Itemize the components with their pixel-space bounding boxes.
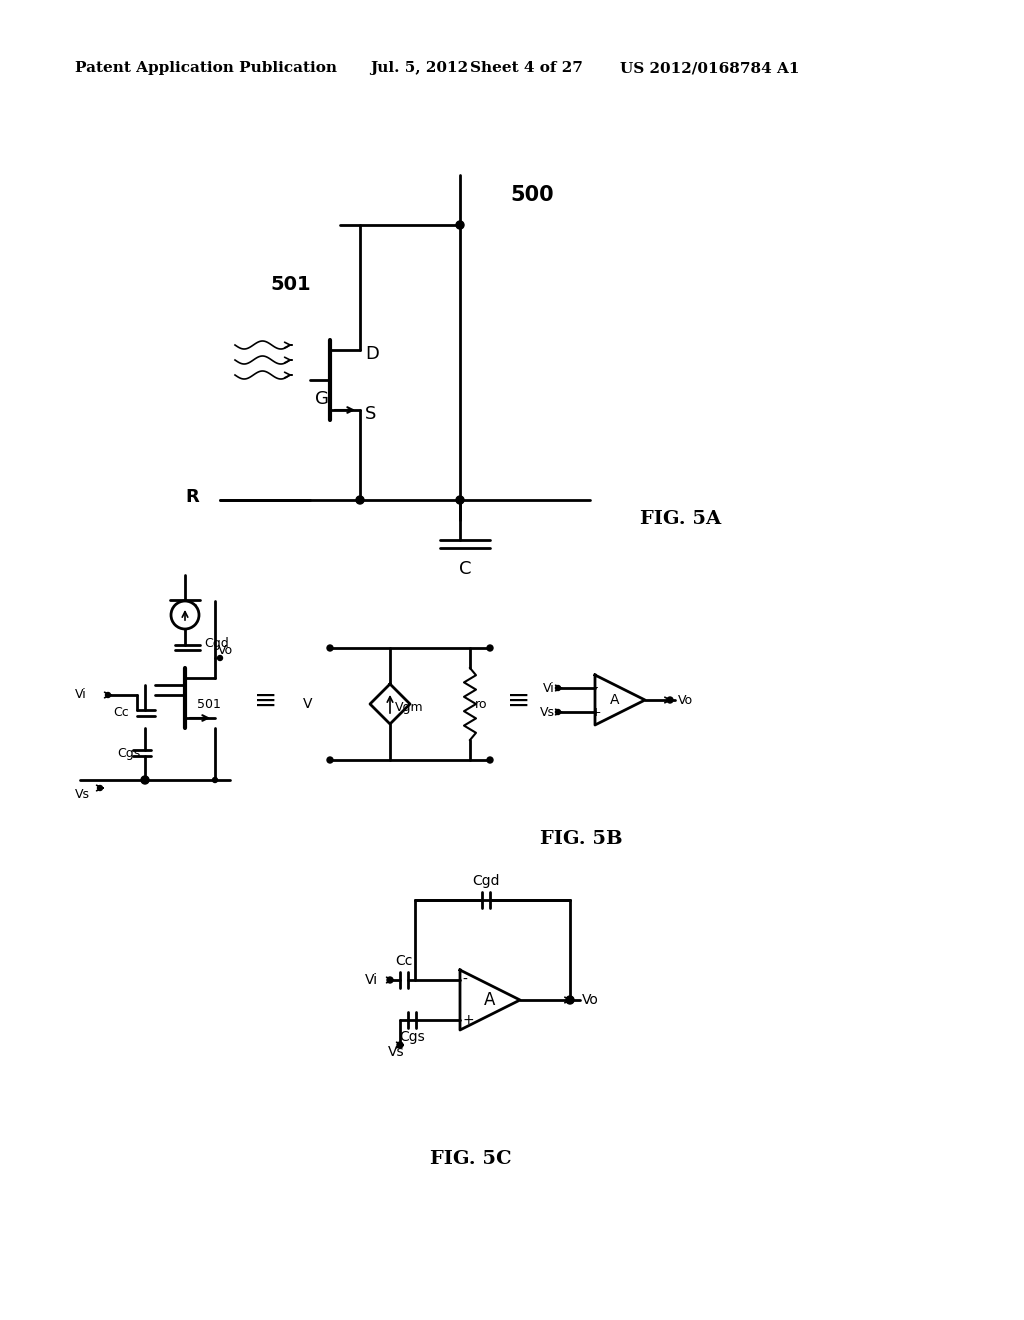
Text: Vo: Vo (218, 644, 233, 656)
Circle shape (555, 685, 560, 690)
Text: D: D (365, 345, 379, 363)
Text: Vi: Vi (365, 973, 378, 987)
Circle shape (356, 496, 364, 504)
Circle shape (667, 697, 673, 704)
Text: Vi: Vi (75, 689, 87, 701)
Text: $\equiv$: $\equiv$ (248, 686, 275, 714)
Text: Cgs: Cgs (117, 747, 140, 759)
Text: -: - (594, 681, 598, 694)
Circle shape (217, 656, 222, 660)
Text: FIG. 5C: FIG. 5C (430, 1150, 512, 1168)
Text: ro: ro (475, 697, 487, 710)
Text: +: + (591, 705, 601, 718)
Text: Cc: Cc (113, 705, 129, 718)
Text: -: - (462, 973, 467, 987)
Circle shape (397, 1041, 403, 1048)
Text: Sheet 4 of 27: Sheet 4 of 27 (470, 61, 583, 75)
Text: Vo: Vo (678, 693, 693, 706)
Circle shape (141, 776, 150, 784)
Text: R: R (185, 488, 199, 506)
Text: G: G (315, 389, 329, 408)
Text: Vs: Vs (75, 788, 90, 801)
Circle shape (487, 645, 493, 651)
Text: Cgs: Cgs (399, 1030, 425, 1044)
Circle shape (327, 756, 333, 763)
Text: Vs: Vs (540, 705, 555, 718)
Circle shape (487, 756, 493, 763)
Text: Vo: Vo (582, 993, 599, 1007)
Circle shape (105, 693, 111, 697)
Circle shape (327, 645, 333, 651)
Text: A: A (610, 693, 620, 708)
Text: Vgm: Vgm (395, 701, 424, 714)
Circle shape (566, 997, 574, 1005)
Text: Vs: Vs (388, 1045, 404, 1059)
Text: Patent Application Publication: Patent Application Publication (75, 61, 337, 75)
Circle shape (456, 220, 464, 228)
Text: V: V (302, 697, 312, 711)
Circle shape (171, 601, 199, 630)
Text: US 2012/0168784 A1: US 2012/0168784 A1 (620, 61, 800, 75)
Text: C: C (459, 560, 471, 578)
Text: A: A (484, 991, 496, 1008)
Text: 501: 501 (270, 275, 310, 294)
Text: Cgd: Cgd (204, 636, 228, 649)
Text: FIG. 5A: FIG. 5A (640, 510, 721, 528)
Text: +: + (462, 1012, 474, 1027)
Text: 501: 501 (197, 698, 221, 711)
Text: Cgd: Cgd (472, 874, 500, 888)
Text: Jul. 5, 2012: Jul. 5, 2012 (370, 61, 468, 75)
Text: 500: 500 (510, 185, 554, 205)
Text: S: S (365, 405, 377, 422)
Circle shape (555, 710, 560, 714)
Text: $\equiv$: $\equiv$ (501, 686, 528, 714)
Circle shape (456, 496, 464, 504)
Circle shape (97, 785, 102, 791)
Text: Cc: Cc (395, 954, 413, 968)
Circle shape (213, 777, 217, 783)
Circle shape (387, 977, 393, 983)
Circle shape (567, 997, 573, 1003)
Text: Vi: Vi (544, 681, 555, 694)
Text: FIG. 5B: FIG. 5B (540, 830, 623, 847)
